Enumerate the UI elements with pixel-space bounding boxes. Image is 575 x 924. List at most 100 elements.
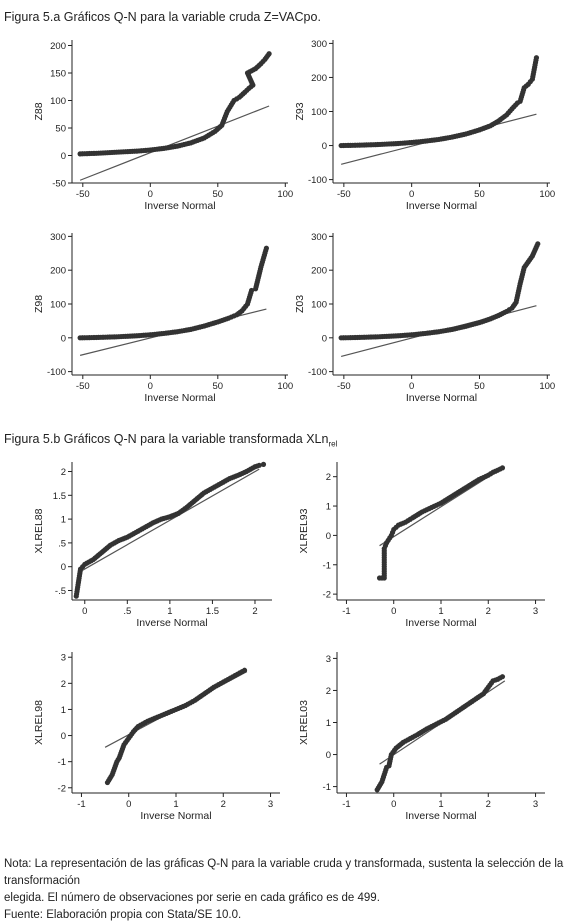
x-axis-label: Inverse Normal (136, 617, 207, 629)
y-tick-label: 300 (311, 232, 327, 243)
x-tick-label: 3 (533, 606, 538, 617)
x-tick-label: 2 (221, 799, 226, 810)
y-tick-label: 100 (50, 300, 66, 311)
x-tick-label: 0 (126, 799, 131, 810)
x-tick-label: 3 (533, 799, 538, 810)
data-point (256, 462, 262, 468)
y-tick-label: 100 (311, 300, 327, 311)
figure-b-title-main: Figura 5.b Gráficos Q-N para la variable… (4, 432, 329, 446)
data-point (533, 55, 540, 61)
y-tick-label: -1 (58, 757, 66, 768)
figure-b-title: Figura 5.b Gráficos Q-N para la variable… (4, 432, 337, 449)
x-tick-label: 1.5 (206, 606, 219, 617)
x-tick-label: 50 (213, 381, 224, 392)
y-tick-label: -100 (47, 367, 66, 378)
x-tick-label: 50 (213, 189, 224, 200)
x-tick-label: 1 (438, 799, 443, 810)
y-axis-label: XLREL03 (298, 700, 310, 745)
y-tick-label: 2 (61, 679, 66, 690)
reference-line (80, 468, 260, 572)
y-axis-label: Z98 (33, 295, 45, 313)
plot-z98: -100 0 100 200 300 -50 0 50 100 Inverse Normal Z98 (33, 232, 293, 404)
y-tick-label: 0 (322, 333, 327, 344)
figure-a-title: Figura 5.a Gráficos Q-N para la variable… (4, 10, 321, 24)
x-tick-label: 100 (277, 381, 293, 392)
x-tick-label: .5 (123, 606, 131, 617)
plot-z88: -50 0 50 100 150 200 -50 0 50 100 Inverse Normal Z8… (33, 40, 293, 212)
x-tick-label: 50 (474, 189, 485, 200)
data-point (535, 241, 541, 247)
y-tick-label: -.5 (55, 586, 66, 597)
y-tick-label: -2 (323, 590, 331, 601)
x-axis-label: Inverse Normal (144, 200, 215, 212)
x-tick-label: 2 (252, 606, 257, 617)
x-tick-label: 1 (173, 799, 178, 810)
x-tick-label: 0 (391, 606, 396, 617)
data-point (499, 465, 506, 471)
y-tick-label: 1 (326, 718, 331, 729)
x-axis-label: Inverse Normal (405, 617, 476, 629)
y-tick-label: 300 (311, 39, 327, 50)
y-axis-label: XLREL88 (33, 508, 45, 553)
x-tick-label: -1 (77, 799, 85, 810)
y-tick-label: 1 (61, 515, 66, 526)
x-axis-label: Inverse Normal (405, 810, 476, 822)
note-line-2: elegida. El número de observaciones por … (4, 892, 380, 904)
data-point (260, 461, 267, 467)
plot-xlrel88: -.5 0 .5 1 1.5 2 0 .5 1 1.5 2 Inverse Normal XLREL88 (33, 461, 272, 629)
x-tick-label: 0 (148, 189, 153, 200)
y-tick-label: 200 (311, 73, 327, 84)
reference-line (379, 470, 499, 547)
x-tick-label: -50 (337, 381, 351, 392)
y-tick-label: 200 (50, 41, 66, 52)
y-tick-label: 1 (326, 502, 331, 513)
x-tick-label: -50 (76, 189, 90, 200)
x-tick-label: 50 (474, 381, 485, 392)
y-tick-label: 0 (61, 731, 66, 742)
x-tick-label: 100 (539, 189, 555, 200)
y-axis-label: XLREL98 (33, 700, 45, 745)
y-tick-label: 1.5 (53, 491, 66, 502)
x-tick-label: 100 (277, 189, 293, 200)
x-tick-label: 0 (409, 381, 414, 392)
y-axis-label: XLREL93 (298, 508, 310, 553)
source-line: Fuente: Elaboración propia con Stata/SE … (4, 909, 242, 921)
data-point (263, 245, 269, 251)
y-tick-label: 300 (50, 232, 66, 243)
x-tick-label: 3 (268, 799, 273, 810)
x-tick-label: 0 (148, 381, 153, 392)
x-tick-label: -50 (337, 189, 351, 200)
y-tick-label: 50 (55, 124, 66, 135)
y-tick-label: -100 (308, 367, 327, 378)
plot-xlrel98: -2 -1 0 1 2 3 -1 0 1 2 3 Inverse Normal XLREL98 (33, 652, 280, 822)
x-tick-label: -50 (76, 381, 90, 392)
y-tick-label: 150 (50, 69, 66, 80)
x-tick-label: 0 (391, 799, 396, 810)
y-tick-label: 1 (61, 705, 66, 716)
plot-xlrel93: -2 -1 0 1 2 -1 0 1 2 3 Inverse Normal XLREL93 (298, 462, 545, 629)
x-axis-label: Inverse Normal (406, 392, 477, 404)
y-tick-label: -100 (308, 175, 327, 186)
x-tick-label: 0 (82, 606, 87, 617)
x-tick-label: 2 (486, 799, 491, 810)
data-point (248, 287, 255, 294)
y-tick-label: 3 (326, 654, 331, 665)
y-axis-label: Z03 (294, 295, 306, 313)
x-tick-label: -1 (342, 606, 350, 617)
x-tick-label: 0 (409, 189, 414, 200)
y-tick-label: 2 (326, 686, 331, 697)
y-tick-label: 3 (61, 653, 66, 664)
data-point (499, 674, 506, 680)
plot-z03: -100 0 100 200 300 -50 0 50 100 Inverse Normal Z03 (294, 232, 555, 404)
y-tick-label: 0 (326, 531, 331, 542)
y-tick-label: 100 (50, 96, 66, 107)
y-axis-label: Z93 (294, 102, 306, 120)
figure-b-title-subscript: rel (328, 439, 338, 449)
y-axis-label: Z88 (33, 102, 45, 120)
x-axis-label: Inverse Normal (144, 392, 215, 404)
x-axis-label: Inverse Normal (406, 200, 477, 212)
x-tick-label: 2 (486, 606, 491, 617)
data-point (266, 51, 272, 57)
x-tick-label: 100 (539, 381, 555, 392)
